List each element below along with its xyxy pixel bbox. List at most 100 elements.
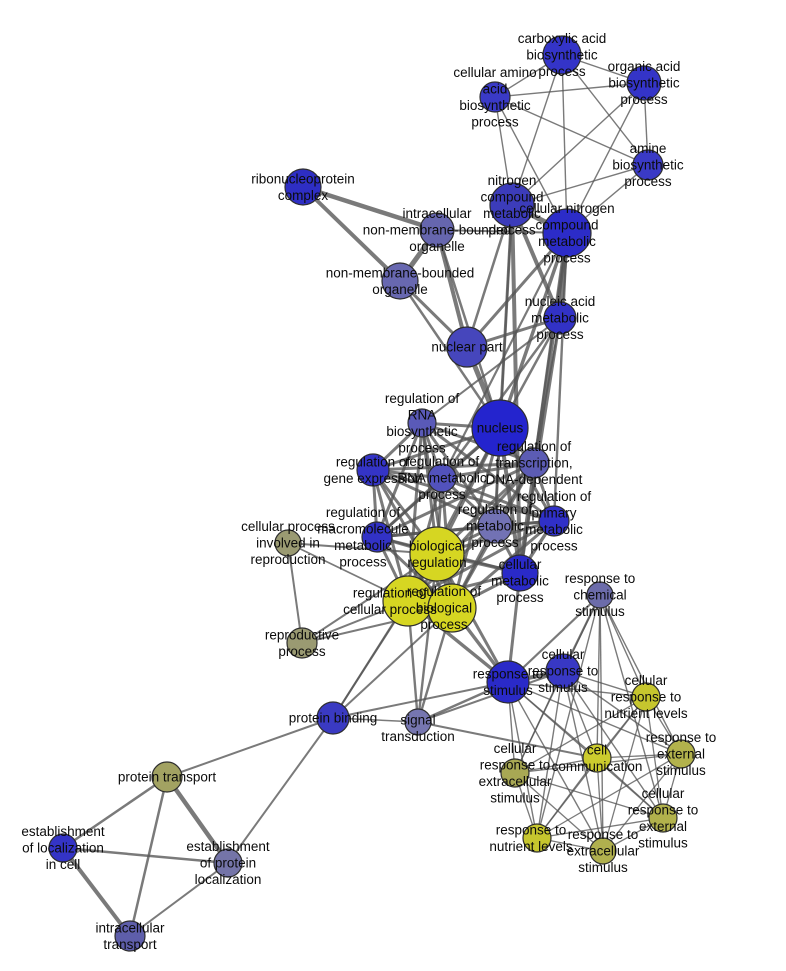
node-nucleus[interactable] [471, 399, 529, 457]
edge-org-amino [494, 82, 645, 98]
node-cellmet[interactable] [501, 554, 539, 592]
node-cellnitro[interactable] [542, 208, 592, 258]
node-repro[interactable] [286, 627, 318, 659]
edge-respchem-respnutr [536, 594, 601, 839]
edge-cellrespextra-cellrespext [514, 772, 664, 819]
node-label-respext: response to external stimulus [646, 730, 717, 778]
edge-carb-cellnitro [561, 54, 568, 234]
node-cellcomm[interactable] [582, 743, 612, 773]
edge-regrnabio-regmacro [375, 422, 424, 538]
node-nucacid[interactable] [543, 301, 577, 335]
node-respnutr[interactable] [522, 823, 552, 853]
node-cellrespext[interactable] [648, 803, 678, 833]
node-nucpart[interactable] [446, 326, 488, 368]
node-label-regprimmet: regulation of primary metabolic process [517, 489, 592, 553]
node-label-cellcomm: cell communication [552, 742, 643, 774]
node-respstim[interactable] [486, 660, 530, 704]
node-cellrespextra[interactable] [500, 758, 530, 788]
node-nitro[interactable] [489, 182, 535, 228]
node-regrnamet[interactable] [427, 463, 457, 493]
node-rnp[interactable] [284, 168, 322, 206]
node-amino[interactable] [479, 81, 511, 113]
edge-cellrespstim-cellrespextra [514, 670, 564, 774]
node-cellrespnutr[interactable] [631, 682, 661, 712]
node-amine[interactable] [632, 149, 664, 181]
node-estprotloc[interactable] [213, 848, 243, 878]
node-label-regrnamet: regulation of RNA metabolic process [397, 454, 487, 502]
edge-regrnamet-regprimmet [441, 476, 555, 523]
node-pb[interactable] [316, 701, 350, 735]
node-label-cellrespnutr: cellular response to nutrient levels [604, 673, 688, 721]
edge-prottrans-estloc [62, 775, 168, 850]
node-layer [48, 35, 696, 952]
node-cellrespstim[interactable] [545, 653, 581, 689]
node-label-cellrespstim: cellular response to stimulus [528, 647, 599, 695]
node-label-estloc: establishment of localization in cell [21, 824, 105, 872]
node-label-nucacid: nucleic acid metabolic process [525, 294, 596, 342]
edge-pb-regbioproc [332, 607, 453, 719]
node-reggene[interactable] [356, 453, 390, 487]
node-sigtrans[interactable] [404, 708, 432, 736]
edge-org-nitro [511, 82, 645, 206]
edge-cellrespnutr-cellrespextra [514, 696, 647, 774]
node-label-respextra: response to extracellular stimulus [567, 827, 640, 875]
node-regmet[interactable] [477, 508, 513, 544]
edge-nucpart-cellnitro [465, 232, 569, 348]
node-label-nucleus: nucleus [477, 421, 524, 436]
node-respchem[interactable] [586, 581, 614, 609]
node-label-respnutr: response to nutrient levels [489, 822, 573, 854]
edge-nucpart-nitro [465, 204, 514, 348]
node-estloc[interactable] [48, 833, 78, 863]
edge-cellrespstim-respnutr [536, 670, 564, 839]
edge-amino-amine [494, 96, 649, 166]
edge-org-cellnitro [566, 82, 645, 234]
node-label-regbioproc: regulation of biological process [407, 584, 482, 632]
edge-respstim-cellrespnutr [507, 681, 647, 698]
edge-prottrans-estprotloc [165, 775, 230, 865]
node-label-regrnabio: regulation of RNA biosynthetic process [385, 391, 460, 456]
node-label-prottrans: protein transport [118, 770, 217, 785]
edge-respchem-respext [599, 594, 682, 755]
edge-pb-estprotloc [227, 717, 334, 864]
node-regtransc[interactable] [518, 447, 550, 479]
node-respextra[interactable] [589, 837, 617, 865]
node-label-cellrespextra: cellular response to extracellular stimulus [479, 741, 552, 806]
edge-estloc-intratrans [61, 846, 132, 938]
node-regbioproc[interactable] [427, 583, 477, 633]
edge-regprimmet-regmacro [376, 519, 555, 539]
node-respext[interactable] [666, 739, 696, 769]
edge-regrnabio-regcellproc [406, 422, 424, 602]
node-org[interactable] [626, 65, 662, 101]
edge-respext-respextra [602, 753, 682, 852]
node-intranmb[interactable] [419, 212, 455, 248]
edge-pb-prottrans [166, 717, 334, 778]
node-intratrans[interactable] [114, 920, 146, 952]
node-prottrans[interactable] [151, 761, 183, 793]
node-regrnabio[interactable] [407, 408, 437, 438]
edge-respext-respnutr [536, 753, 682, 839]
node-label-nucpart: nuclear part [431, 340, 503, 355]
edge-cellprocrepro-repro [287, 542, 303, 644]
node-label-cellnitro: cellular nitrogen compound metabolic proces… [519, 201, 614, 266]
node-label-regmacro: regulation of macromolecule metabolic proce… [317, 505, 409, 570]
node-label-intratrans: intracellular transport [95, 920, 165, 952]
edge-cellcomm-cellrespext [596, 757, 664, 819]
node-regprimmet[interactable] [538, 505, 570, 537]
node-label-org: organic acid biosynthetic process [608, 59, 681, 107]
node-carb[interactable] [542, 35, 582, 75]
edge-cellcomm-respextra [596, 757, 604, 852]
edge-respchem-cellrespext [599, 594, 664, 819]
edge-cellcomm-sigtrans [417, 721, 598, 759]
node-cellprocrepro[interactable] [274, 529, 302, 557]
node-label-estprotloc: establishment of protein localization [186, 839, 270, 887]
node-label-amino: cellular amino acid biosynthetic process [453, 65, 536, 130]
edge-rnp-intranmb [302, 184, 438, 233]
node-bioreg[interactable] [409, 526, 465, 582]
node-label-sigtrans: signal transduction [381, 712, 455, 744]
node-regmacro[interactable] [361, 521, 393, 553]
node-nmb[interactable] [381, 262, 419, 300]
node-label-amine: amine biosynthetic process [612, 141, 684, 189]
edge-respchem-cellcomm [596, 594, 601, 759]
node-label-respstim: response to stimulus [473, 666, 544, 698]
